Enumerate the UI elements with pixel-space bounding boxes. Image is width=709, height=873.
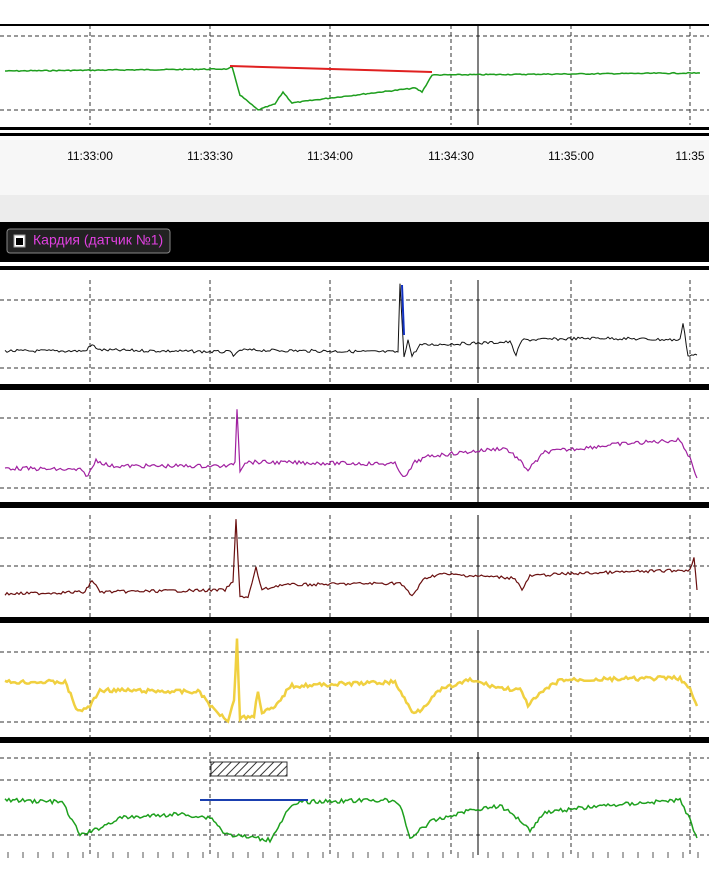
signal <box>4 519 698 599</box>
marker-box <box>210 761 288 777</box>
channel-button[interactable]: Кардия (датчик №1) <box>6 228 171 254</box>
separator <box>0 127 709 130</box>
separator <box>0 133 709 136</box>
spike <box>401 284 405 336</box>
time-label: 11:34:00 <box>307 149 353 163</box>
separator <box>0 617 709 623</box>
time-label: 11:35 <box>675 149 704 163</box>
grid <box>0 24 709 858</box>
separator <box>0 502 709 508</box>
signal <box>4 638 699 724</box>
separator <box>0 737 709 743</box>
ref-line <box>229 65 433 73</box>
button-icon-inner <box>16 238 23 245</box>
time-labels: 11:33:00 11:33:30 11:34:00 11:34:30 11:35:00… <box>67 149 705 163</box>
time-label: 11:34:30 <box>428 149 474 163</box>
panel-title: Кардия (датчик №1) <box>33 232 163 248</box>
signal <box>4 409 698 479</box>
top-border <box>0 24 709 26</box>
gap <box>0 195 709 222</box>
time-label: 11:35:00 <box>548 149 594 163</box>
separator <box>0 266 709 270</box>
traces <box>4 65 701 844</box>
time-axis-bg <box>0 140 709 195</box>
button-frame[interactable] <box>6 228 171 254</box>
time-label: 11:33:30 <box>187 149 233 163</box>
separator <box>0 384 709 390</box>
signal <box>4 797 698 844</box>
signal <box>5 65 701 111</box>
signal <box>4 283 698 358</box>
time-label: 11:33:00 <box>67 149 113 163</box>
